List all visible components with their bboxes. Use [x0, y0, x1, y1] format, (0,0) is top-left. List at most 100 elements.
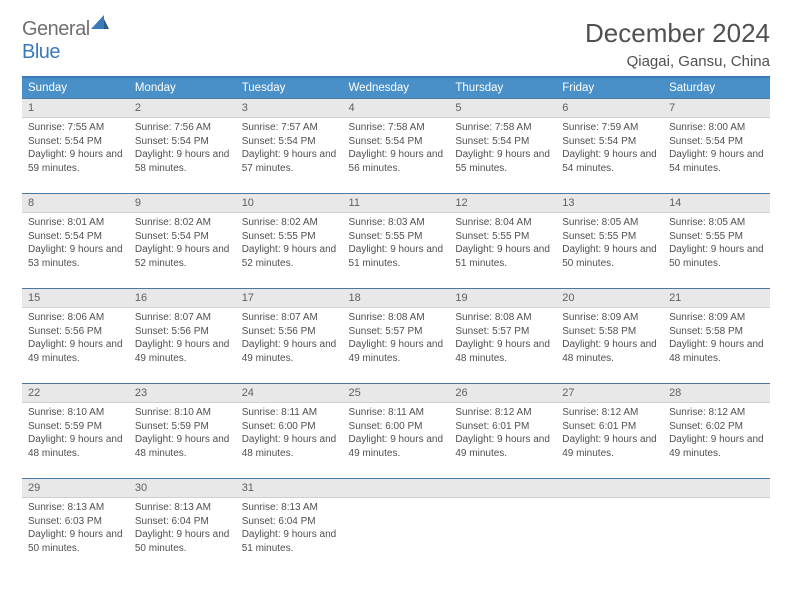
day-number: 6 — [556, 98, 663, 118]
sunset-line: Sunset: 5:55 PM — [455, 230, 550, 244]
sunset-line: Sunset: 5:55 PM — [669, 230, 764, 244]
day-cell: 4Sunrise: 7:58 AMSunset: 5:54 PMDaylight… — [343, 98, 450, 193]
day-cell: 28Sunrise: 8:12 AMSunset: 6:02 PMDayligh… — [663, 383, 770, 478]
month-title: December 2024 — [585, 18, 770, 49]
daylight-line: Daylight: 9 hours and 49 minutes. — [455, 433, 550, 460]
sunset-line: Sunset: 5:58 PM — [562, 325, 657, 339]
day-number: 12 — [449, 193, 556, 213]
day-content: Sunrise: 8:12 AMSunset: 6:02 PMDaylight:… — [663, 403, 770, 462]
week-row: 29Sunrise: 8:13 AMSunset: 6:03 PMDayligh… — [22, 478, 770, 573]
day-content: Sunrise: 8:13 AMSunset: 6:04 PMDaylight:… — [236, 498, 343, 557]
sunrise-line: Sunrise: 7:55 AM — [28, 121, 123, 135]
day-cell: 9Sunrise: 8:02 AMSunset: 5:54 PMDaylight… — [129, 193, 236, 288]
daylight-line: Daylight: 9 hours and 50 minutes. — [28, 528, 123, 555]
sunset-line: Sunset: 5:54 PM — [669, 135, 764, 149]
day-number: 23 — [129, 383, 236, 403]
sunset-line: Sunset: 5:54 PM — [562, 135, 657, 149]
daylight-line: Daylight: 9 hours and 50 minutes. — [562, 243, 657, 270]
day-content: Sunrise: 7:59 AMSunset: 5:54 PMDaylight:… — [556, 118, 663, 177]
day-number-bar-empty — [449, 478, 556, 498]
day-number: 14 — [663, 193, 770, 213]
week-row: 22Sunrise: 8:10 AMSunset: 5:59 PMDayligh… — [22, 383, 770, 478]
day-content: Sunrise: 8:07 AMSunset: 5:56 PMDaylight:… — [129, 308, 236, 367]
sunrise-line: Sunrise: 8:11 AM — [242, 406, 337, 420]
day-number: 17 — [236, 288, 343, 308]
sunrise-line: Sunrise: 8:00 AM — [669, 121, 764, 135]
day-header: Monday — [129, 77, 236, 98]
week-row: 8Sunrise: 8:01 AMSunset: 5:54 PMDaylight… — [22, 193, 770, 288]
sunset-line: Sunset: 5:54 PM — [349, 135, 444, 149]
day-content: Sunrise: 8:01 AMSunset: 5:54 PMDaylight:… — [22, 213, 129, 272]
daylight-line: Daylight: 9 hours and 49 minutes. — [349, 338, 444, 365]
day-number: 20 — [556, 288, 663, 308]
sunrise-line: Sunrise: 7:57 AM — [242, 121, 337, 135]
day-content: Sunrise: 8:08 AMSunset: 5:57 PMDaylight:… — [343, 308, 450, 367]
day-number: 21 — [663, 288, 770, 308]
day-number: 4 — [343, 98, 450, 118]
location: Qiagai, Gansu, China — [585, 53, 770, 70]
day-number: 13 — [556, 193, 663, 213]
sunset-line: Sunset: 6:02 PM — [669, 420, 764, 434]
sunrise-line: Sunrise: 8:03 AM — [349, 216, 444, 230]
daylight-line: Daylight: 9 hours and 49 minutes. — [242, 338, 337, 365]
day-content: Sunrise: 8:02 AMSunset: 5:55 PMDaylight:… — [236, 213, 343, 272]
sunset-line: Sunset: 5:56 PM — [135, 325, 230, 339]
logo-text: General Blue — [22, 18, 109, 64]
week-row: 1Sunrise: 7:55 AMSunset: 5:54 PMDaylight… — [22, 98, 770, 193]
week-row: 15Sunrise: 8:06 AMSunset: 5:56 PMDayligh… — [22, 288, 770, 383]
daylight-line: Daylight: 9 hours and 48 minutes. — [242, 433, 337, 460]
day-header-row: SundayMondayTuesdayWednesdayThursdayFrid… — [22, 77, 770, 98]
daylight-line: Daylight: 9 hours and 58 minutes. — [135, 148, 230, 175]
day-number: 24 — [236, 383, 343, 403]
daylight-line: Daylight: 9 hours and 48 minutes. — [28, 433, 123, 460]
day-header: Thursday — [449, 77, 556, 98]
daylight-line: Daylight: 9 hours and 50 minutes. — [135, 528, 230, 555]
daylight-line: Daylight: 9 hours and 51 minutes. — [242, 528, 337, 555]
daylight-line: Daylight: 9 hours and 57 minutes. — [242, 148, 337, 175]
sunset-line: Sunset: 5:55 PM — [242, 230, 337, 244]
day-cell: 27Sunrise: 8:12 AMSunset: 6:01 PMDayligh… — [556, 383, 663, 478]
day-content: Sunrise: 8:12 AMSunset: 6:01 PMDaylight:… — [556, 403, 663, 462]
day-number: 28 — [663, 383, 770, 403]
day-number: 25 — [343, 383, 450, 403]
sunset-line: Sunset: 5:59 PM — [28, 420, 123, 434]
daylight-line: Daylight: 9 hours and 49 minutes. — [135, 338, 230, 365]
daylight-line: Daylight: 9 hours and 48 minutes. — [669, 338, 764, 365]
day-content: Sunrise: 8:04 AMSunset: 5:55 PMDaylight:… — [449, 213, 556, 272]
day-cell: 14Sunrise: 8:05 AMSunset: 5:55 PMDayligh… — [663, 193, 770, 288]
sunrise-line: Sunrise: 8:07 AM — [242, 311, 337, 325]
sunrise-line: Sunrise: 8:11 AM — [349, 406, 444, 420]
day-content: Sunrise: 8:13 AMSunset: 6:03 PMDaylight:… — [22, 498, 129, 557]
sunset-line: Sunset: 5:57 PM — [349, 325, 444, 339]
day-content: Sunrise: 8:05 AMSunset: 5:55 PMDaylight:… — [663, 213, 770, 272]
day-content: Sunrise: 8:13 AMSunset: 6:04 PMDaylight:… — [129, 498, 236, 557]
day-header: Wednesday — [343, 77, 450, 98]
sunset-line: Sunset: 5:57 PM — [455, 325, 550, 339]
calendar-page: General Blue December 2024 Qiagai, Gansu… — [0, 0, 792, 573]
day-content: Sunrise: 8:10 AMSunset: 5:59 PMDaylight:… — [129, 403, 236, 462]
day-cell: 29Sunrise: 8:13 AMSunset: 6:03 PMDayligh… — [22, 478, 129, 573]
sunrise-line: Sunrise: 7:58 AM — [455, 121, 550, 135]
sunset-line: Sunset: 5:56 PM — [28, 325, 123, 339]
day-cell: 26Sunrise: 8:12 AMSunset: 6:01 PMDayligh… — [449, 383, 556, 478]
day-header: Saturday — [663, 77, 770, 98]
day-content: Sunrise: 7:58 AMSunset: 5:54 PMDaylight:… — [449, 118, 556, 177]
day-content: Sunrise: 7:56 AMSunset: 5:54 PMDaylight:… — [129, 118, 236, 177]
day-number: 9 — [129, 193, 236, 213]
daylight-line: Daylight: 9 hours and 49 minutes. — [669, 433, 764, 460]
day-cell: 3 Sunrise: 7:57 AMSunset: 5:54 PMDaylight… — [236, 98, 343, 193]
day-cell: 12Sunrise: 8:04 AMSunset: 5:55 PMDayligh… — [449, 193, 556, 288]
sunrise-line: Sunrise: 8:13 AM — [28, 501, 123, 515]
daylight-line: Daylight: 9 hours and 51 minutes. — [349, 243, 444, 270]
sunrise-line: Sunrise: 8:10 AM — [28, 406, 123, 420]
sunset-line: Sunset: 5:56 PM — [242, 325, 337, 339]
day-content: Sunrise: 8:00 AMSunset: 5:54 PMDaylight:… — [663, 118, 770, 177]
day-number: 3 — [236, 98, 343, 118]
daylight-line: Daylight: 9 hours and 52 minutes. — [135, 243, 230, 270]
sunset-line: Sunset: 5:59 PM — [135, 420, 230, 434]
sunrise-line: Sunrise: 8:06 AM — [28, 311, 123, 325]
sunset-line: Sunset: 5:54 PM — [242, 135, 337, 149]
day-content: Sunrise: 8:10 AMSunset: 5:59 PMDaylight:… — [22, 403, 129, 462]
day-number: 18 — [343, 288, 450, 308]
day-cell: 21Sunrise: 8:09 AMSunset: 5:58 PMDayligh… — [663, 288, 770, 383]
